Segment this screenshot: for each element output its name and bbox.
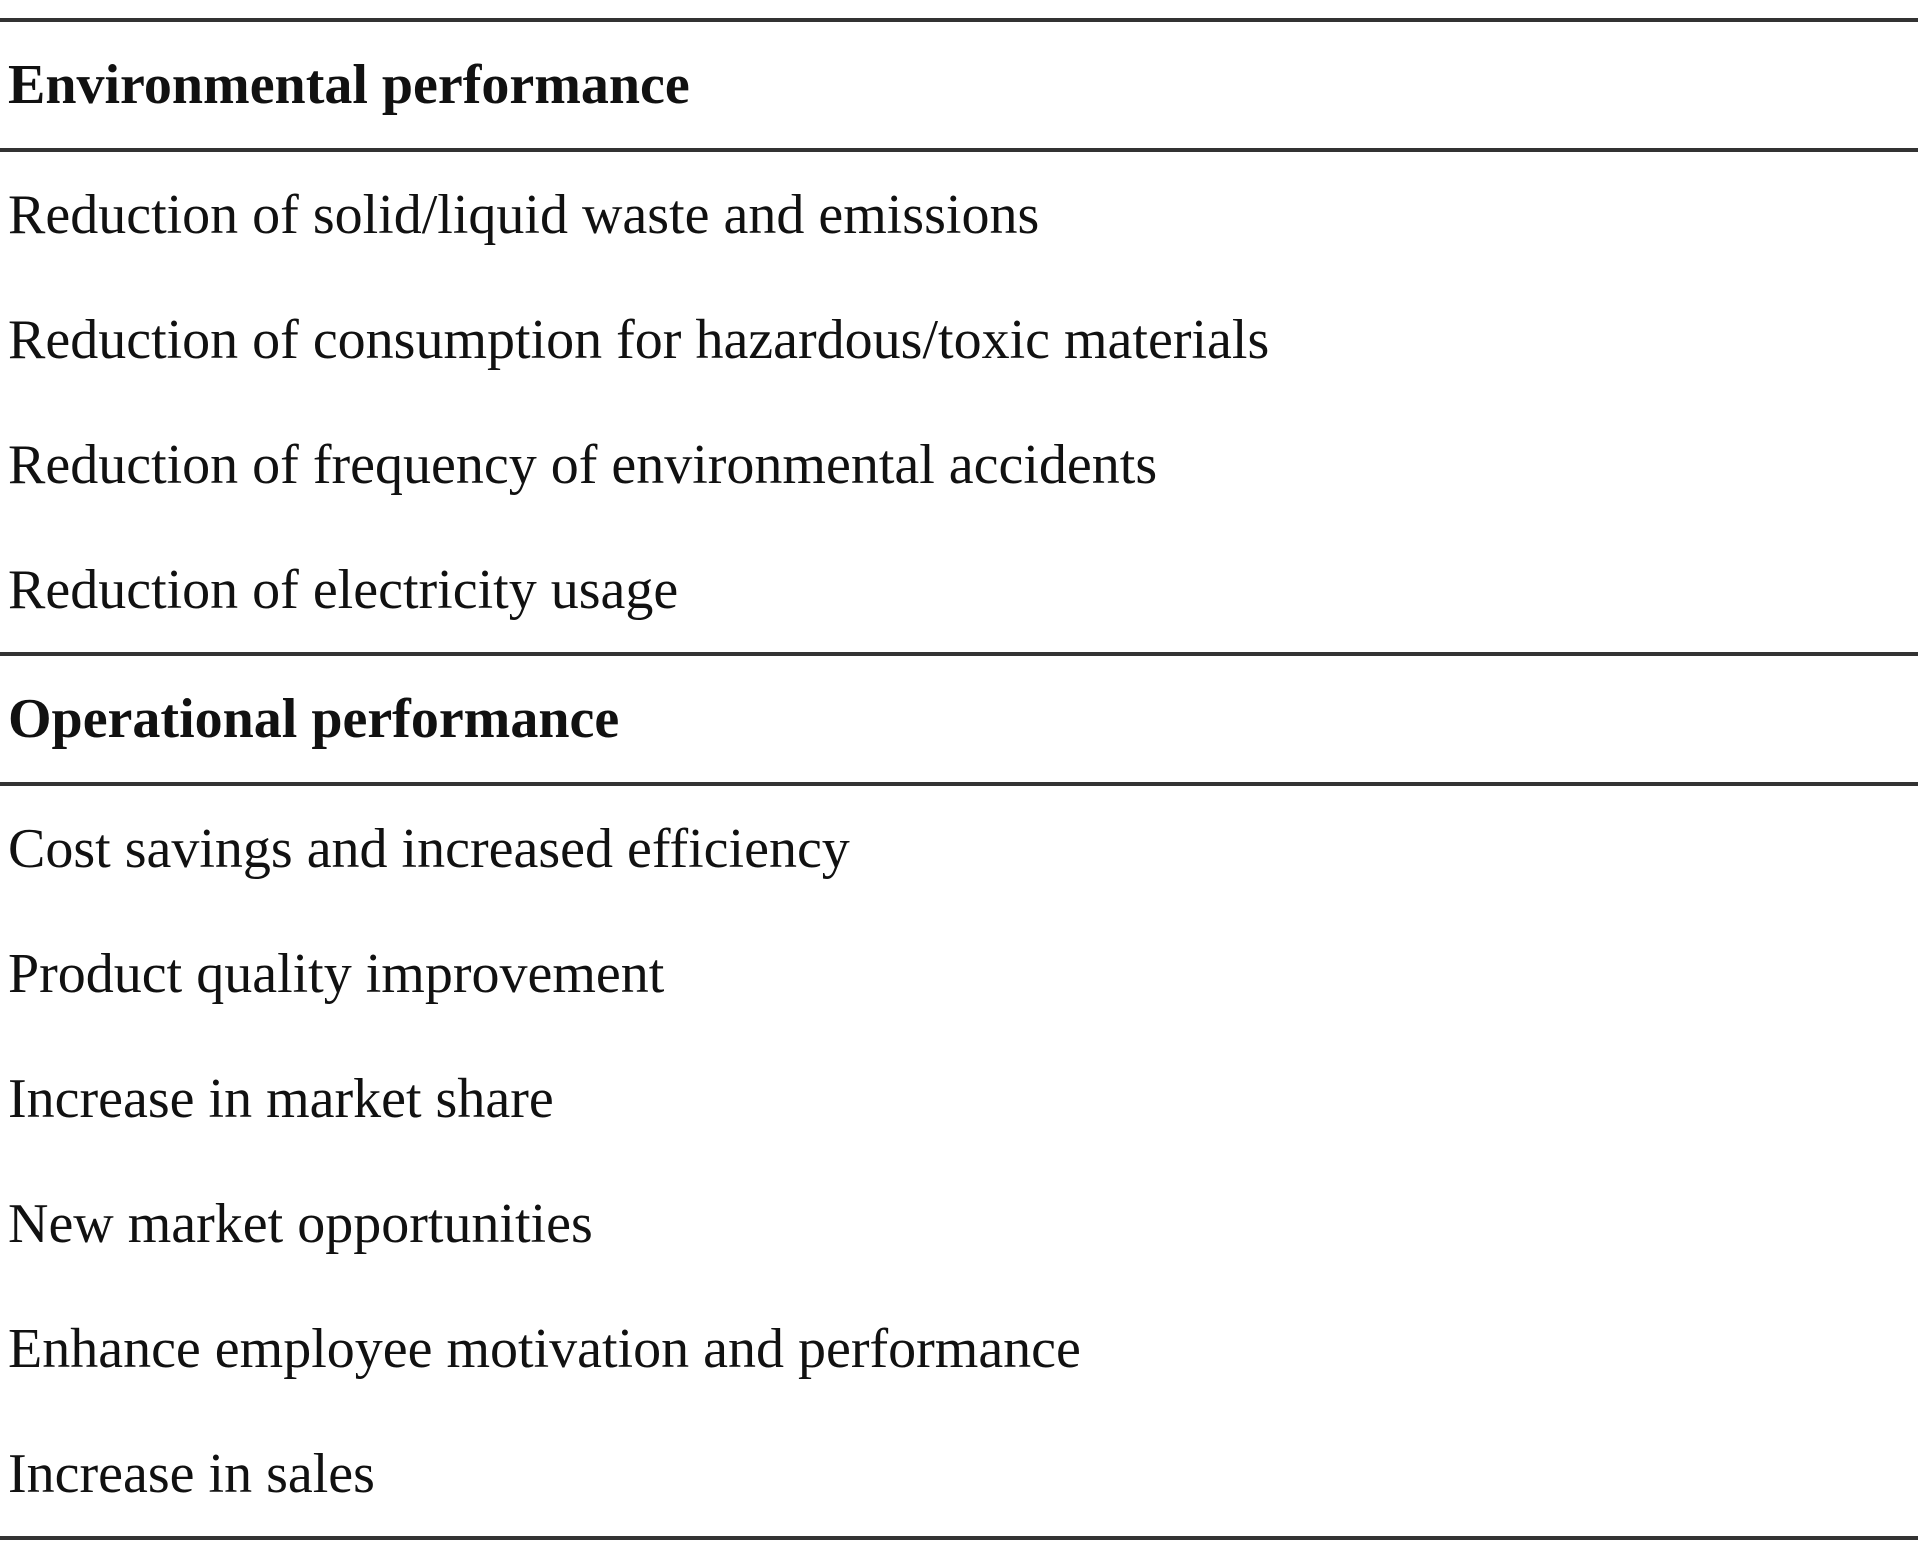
bottom-rule	[0, 1536, 1918, 1540]
table-row: Reduction of frequency of environmental …	[8, 433, 1158, 496]
section-rule	[0, 782, 1918, 786]
top-rule	[0, 18, 1918, 22]
table-row: Increase in sales	[8, 1442, 375, 1505]
table-row: Reduction of consumption for hazardous/t…	[8, 308, 1270, 371]
table-row: Increase in market share	[8, 1067, 554, 1130]
table-row: Enhance employee motivation and performa…	[8, 1317, 1081, 1380]
table-row: Reduction of solid/liquid waste and emis…	[8, 183, 1040, 246]
table-row: Cost savings and increased efficiency	[8, 817, 850, 880]
section-rule	[0, 652, 1918, 656]
section-heading-environmental: Environmental performance	[8, 54, 690, 116]
table-row: Product quality improvement	[8, 942, 665, 1005]
table-row: Reduction of electricity usage	[8, 558, 679, 621]
section-rule	[0, 148, 1918, 152]
performance-table: Environmental performance Reduction of s…	[0, 18, 1918, 1540]
table-row: New market opportunities	[8, 1192, 593, 1255]
section-heading-operational: Operational performance	[8, 688, 620, 750]
